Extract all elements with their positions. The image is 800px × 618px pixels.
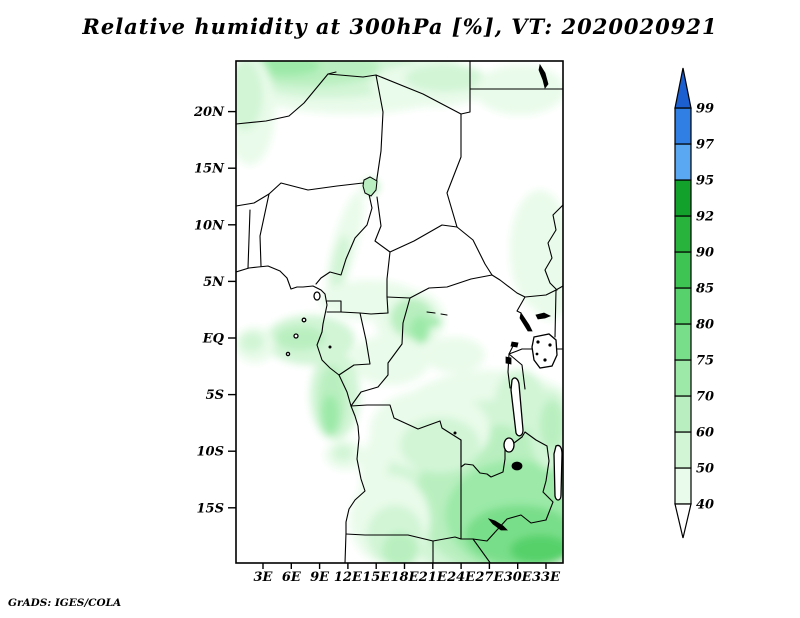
colorbar-label: 60	[696, 426, 714, 441]
colorbar-label: 40	[696, 498, 714, 513]
y-tick-label: 10N	[194, 218, 225, 233]
colorbar-segment	[674, 467, 692, 505]
lake-nasser	[538, 63, 549, 89]
colorbar-over-arrow	[674, 67, 692, 109]
x-tick-label: 30E	[504, 570, 533, 585]
colorbar-segment	[674, 359, 692, 397]
sao-tome-island	[293, 333, 299, 339]
colorbar-segment	[674, 179, 692, 217]
humidity-shading	[236, 61, 563, 563]
colorbar-label: 99	[696, 102, 714, 117]
colorbar-under-arrow	[674, 503, 692, 539]
x-tick-label: 18E	[390, 570, 419, 585]
colorbar-label: 80	[696, 318, 714, 333]
x-tick-label: 3E	[254, 570, 274, 585]
lake-kivu	[505, 356, 512, 365]
colorbar-label: 85	[696, 282, 714, 297]
x-tick-label: 12E	[334, 570, 363, 585]
colorbar-segment	[674, 107, 692, 145]
y-tick-label: 15S	[197, 501, 224, 516]
x-tick-label: 9E	[310, 570, 330, 585]
lake-mweru	[503, 437, 515, 453]
colorbar-label: 90	[696, 246, 714, 261]
colorbar-segment	[674, 143, 692, 181]
country-borders	[236, 61, 563, 563]
y-tick-label: 20N	[193, 105, 225, 120]
colorbar-segment	[674, 215, 692, 253]
x-tick-label: 21E	[418, 570, 448, 585]
colorbar-label: 50	[696, 462, 714, 477]
x-tick-label: 15E	[362, 570, 391, 585]
lake-tanganyika	[510, 377, 524, 437]
colorbar-label: 75	[696, 354, 714, 369]
x-axis-ticks: 3E 6E 9E 12E 15E 18E 21E 24E 27E 30E 33E	[254, 563, 561, 585]
lakes-and-islands	[285, 63, 563, 531]
lake-malawi	[553, 444, 563, 501]
x-tick-label: 6E	[282, 570, 302, 585]
colorbar-segment	[674, 287, 692, 325]
colorbar-segment	[674, 431, 692, 469]
colorbar: 40 50 60 70 75 80 85 90 92 95 97 99	[674, 67, 714, 539]
lake-kariba	[487, 518, 508, 531]
y-axis-ticks: 20N 15N 10N 5N EQ 5S 10S 15S	[193, 105, 236, 516]
y-tick-label: 5N	[203, 275, 225, 290]
plot-title: Relative humidity at 300hPa [%], VT: 202…	[82, 14, 718, 39]
lake-albert	[519, 311, 533, 332]
colorbar-label: 95	[696, 174, 714, 189]
colorbar-segment	[674, 323, 692, 361]
y-tick-label: 15N	[194, 162, 225, 177]
lake-bangweulu	[511, 461, 523, 471]
lake-victoria	[531, 333, 558, 369]
principe-island	[301, 317, 307, 323]
grads-credit: GrADS: IGES/COLA	[8, 597, 122, 609]
y-tick-label: EQ	[202, 332, 225, 347]
annobon-island	[285, 351, 291, 357]
y-tick-label: 5S	[206, 388, 224, 403]
y-tick-label: 10S	[197, 445, 224, 460]
x-tick-label: 27E	[474, 570, 504, 585]
colorbar-label: 70	[696, 390, 714, 405]
lake-kyoga	[535, 312, 551, 320]
colorbar-segment	[674, 251, 692, 289]
x-tick-label: 33E	[532, 570, 561, 585]
bioko-island	[313, 291, 321, 301]
colorbar-segment	[674, 395, 692, 433]
lake-chad	[362, 176, 378, 197]
colorbar-label: 92	[696, 210, 714, 225]
map-frame	[235, 60, 564, 564]
lake-edward	[510, 341, 519, 348]
colorbar-label: 97	[696, 138, 714, 153]
x-tick-label: 24E	[446, 570, 476, 585]
